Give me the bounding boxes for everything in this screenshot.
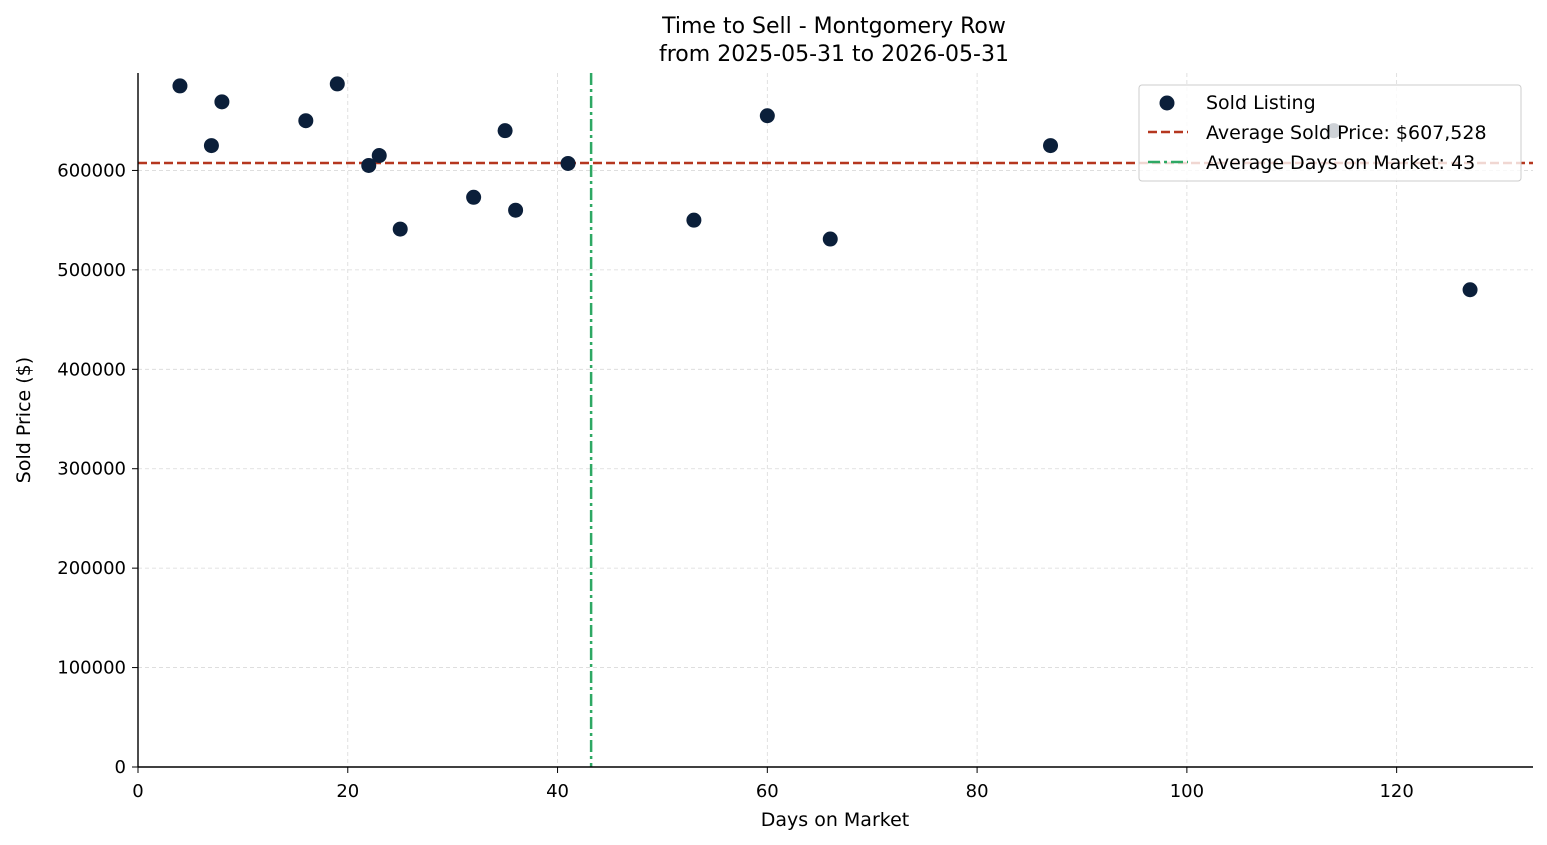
axes (132, 73, 1533, 773)
y-tick-label: 400000 (57, 359, 126, 380)
y-tick-label: 100000 (57, 658, 126, 679)
legend-box (1138, 84, 1522, 182)
tick-labels: 0 20 40 60 80 100 120 0 100000 200000 300000 400000… (57, 160, 1414, 802)
data-point (329, 76, 345, 92)
data-point (371, 148, 387, 164)
data-point (214, 94, 230, 110)
legend-marker-sold-listing (1159, 95, 1175, 111)
y-axis-label: Sold Price ($) (13, 357, 35, 483)
data-point (508, 202, 524, 218)
x-tick-label: 80 (966, 781, 989, 802)
y-tick-label: 600000 (57, 160, 126, 181)
x-tick-label: 100 (1170, 781, 1204, 802)
legend-label-sold-listing: Sold Listing (1206, 92, 1316, 114)
data-point (759, 108, 775, 124)
data-point (298, 113, 314, 129)
x-tick-label: 60 (756, 781, 779, 802)
data-point (686, 212, 702, 228)
y-tick-label: 300000 (57, 459, 126, 480)
data-point (1043, 138, 1059, 154)
x-tick-label: 0 (132, 781, 143, 802)
legend-label-average-days: Average Days on Market: 43 (1206, 152, 1475, 174)
y-tick-label: 0 (115, 757, 126, 778)
data-point (497, 123, 513, 139)
data-point (203, 138, 219, 154)
data-point (822, 231, 838, 247)
data-point (466, 189, 482, 205)
data-point (1462, 282, 1478, 298)
data-point (172, 78, 188, 94)
x-tick-label: 40 (546, 781, 569, 802)
data-point (361, 157, 377, 173)
data-point (392, 221, 408, 237)
x-tick-label: 20 (336, 781, 359, 802)
y-tick-label: 200000 (57, 558, 126, 579)
legend-label-average-price: Average Sold Price: $607,528 (1206, 122, 1487, 144)
chart-subtitle: from 2025-05-31 to 2026-05-31 (659, 42, 1009, 67)
x-tick-label: 120 (1379, 781, 1413, 802)
data-point (560, 155, 576, 171)
y-tick-label: 500000 (57, 260, 126, 281)
x-axis-label: Days on Market (761, 809, 909, 831)
legend: Sold Listing Average Sold Price: $607,52… (1138, 84, 1522, 182)
chart-title: Time to Sell - Montgomery Row (661, 14, 1006, 39)
